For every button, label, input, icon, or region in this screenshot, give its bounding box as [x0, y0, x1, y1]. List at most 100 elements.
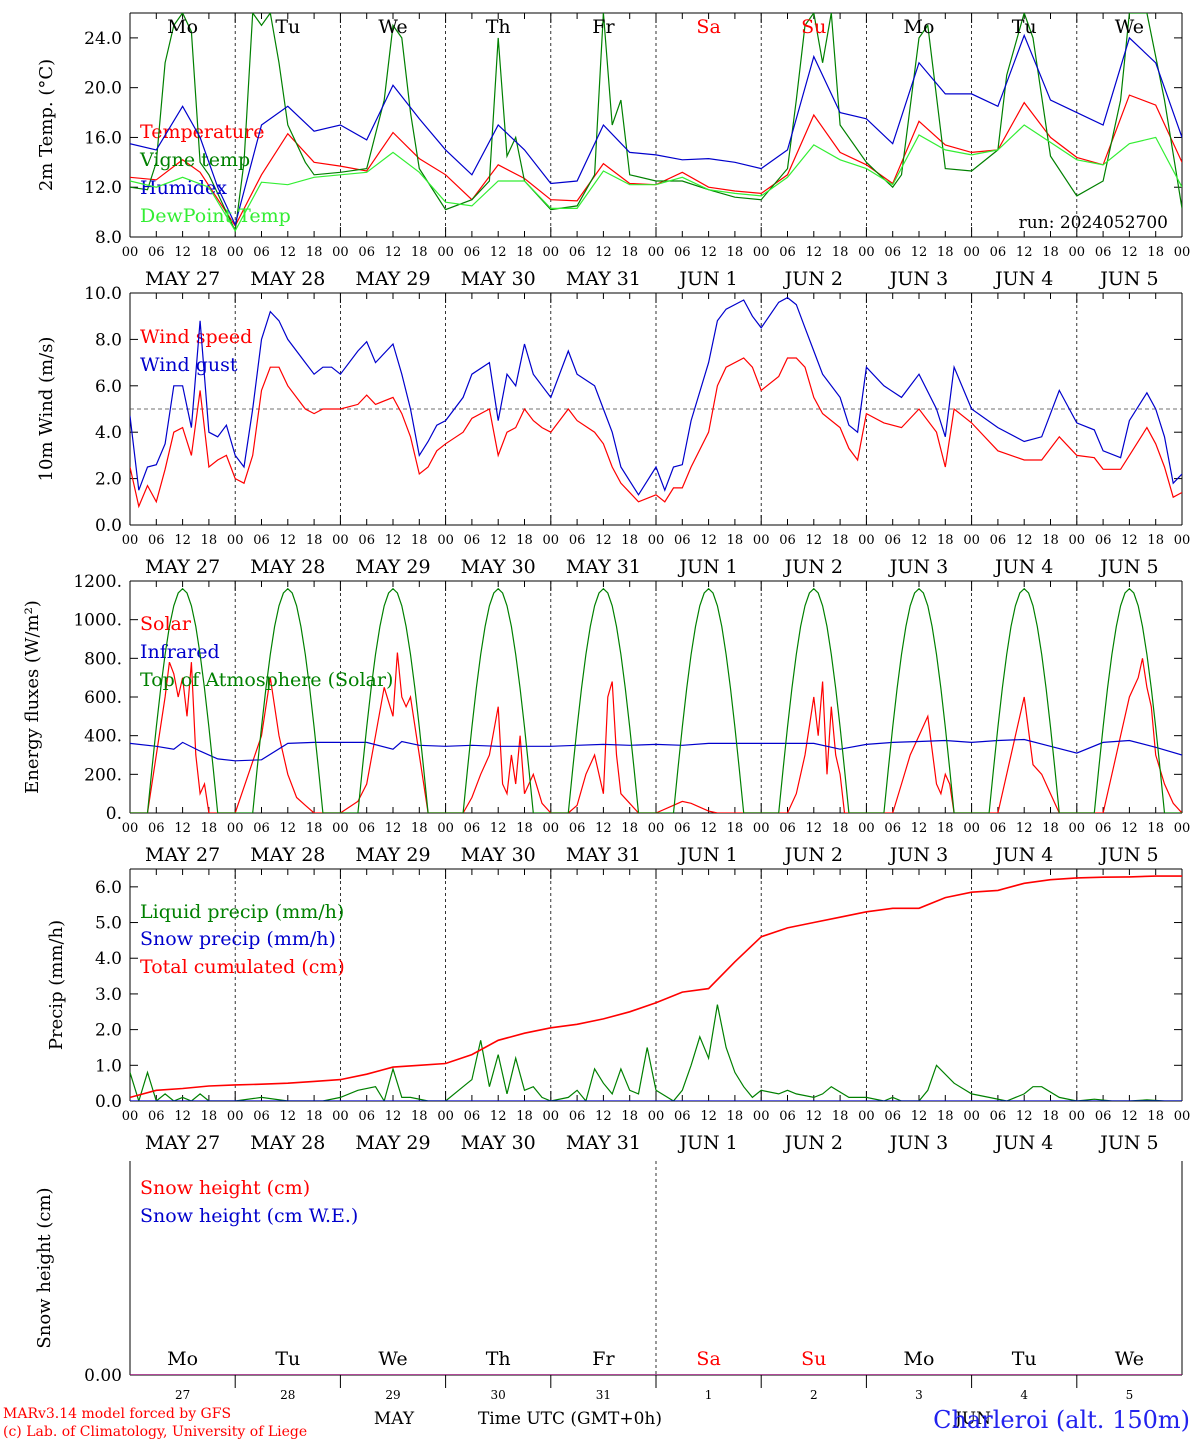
panel-0-hour-label: 18: [306, 245, 323, 260]
panel-2-y-axis-label: Energy fluxes (W/m²): [22, 600, 43, 794]
panel-0-hour-label: 06: [253, 245, 270, 260]
panel-3-day-label: MAY 31: [566, 1132, 641, 1154]
panel-1-hour-label: 18: [516, 533, 533, 548]
panel-0-day-label: JUN 4: [993, 268, 1053, 290]
panel-0-y-axis-label: 2m Temp. (°C): [36, 59, 57, 191]
panel-3-y-tick-label: 4.0: [95, 949, 122, 969]
panel-3-hour-label: 06: [148, 1109, 165, 1124]
panel-2-hour-label: 00: [963, 821, 980, 836]
panel-1-hour-label: 06: [569, 533, 586, 548]
panel-3-day-label: MAY 28: [250, 1132, 325, 1154]
panel-0-hour-label: 18: [832, 245, 849, 260]
panel-0-hour-label: 12: [280, 245, 297, 260]
panel-1-hour-label: 00: [858, 533, 875, 548]
panel-3-hour-label: 18: [411, 1109, 428, 1124]
panel-2-hour-label: 00: [648, 821, 665, 836]
panel-1-hour-label: 00: [963, 533, 980, 548]
panel-3-day-label: JUN 3: [888, 1132, 948, 1154]
panel-0-hour-label: 00: [332, 245, 349, 260]
panel-2-hour-label: 12: [280, 821, 297, 836]
panel-1-day-label: MAY 29: [355, 556, 430, 578]
panel-2-hour-label: 18: [1042, 821, 1059, 836]
panel-0-day-label: JUN 5: [1098, 268, 1158, 290]
panel-3-day-label: JUN 4: [993, 1132, 1053, 1154]
panel-2-hour-label: 12: [490, 821, 507, 836]
panel-1-hour-label: 00: [227, 533, 244, 548]
panel-2-hour-label: 06: [358, 821, 375, 836]
panel-1-y-tick-label: 4.0: [95, 423, 122, 443]
panel-2-y-tick-label: 600.: [84, 688, 122, 708]
top-weekday-label: Sa: [696, 16, 720, 38]
panel-2-hour-label: 00: [437, 821, 454, 836]
panel-2-hour-label: 18: [411, 821, 428, 836]
panel-3-hour-label: 18: [306, 1109, 323, 1124]
panel-1-hour-label: 18: [1042, 533, 1059, 548]
top-weekday-label: Tu: [1012, 16, 1037, 38]
x-axis-month-label-2: JUN: [953, 1409, 991, 1429]
panel-3-legend-1: Snow precip (mm/h): [140, 928, 336, 950]
panel-1-day-label: JUN 1: [677, 556, 737, 578]
panel-3-hour-label: 12: [911, 1109, 928, 1124]
panel-3-hour-label: 00: [963, 1109, 980, 1124]
panel-2-hour-label: 18: [832, 821, 849, 836]
panel-3-day-label: JUN 1: [677, 1132, 737, 1154]
panel-2-hour-label: 06: [884, 821, 901, 836]
panel-0-hour-label: 12: [490, 245, 507, 260]
panel-3-hour-label: 00: [858, 1109, 875, 1124]
panel-2-hour-label: 06: [253, 821, 270, 836]
panel-3-hour-label: 12: [700, 1109, 717, 1124]
top-weekday-label: Fr: [592, 16, 615, 38]
panel-1-hour-label: 00: [1174, 533, 1191, 548]
panel-3-hour-label: 00: [122, 1109, 139, 1124]
snow-weekday-label: We: [1115, 1348, 1144, 1370]
panel-1-legend-0: Wind speed: [140, 326, 252, 348]
panel-3-y-axis-label: Precip (mm/h): [46, 920, 67, 1050]
panel-2-hour-label: 18: [621, 821, 638, 836]
panel-1-hour-label: 00: [543, 533, 560, 548]
panel-1-day-label: MAY 30: [461, 556, 536, 578]
panel-2-hour-label: 18: [201, 821, 218, 836]
snow-weekday-label: Tu: [275, 1348, 300, 1370]
panel-4-y-axis-label: Snow height (cm): [34, 1187, 55, 1348]
snow-weekday-label: Mo: [167, 1348, 198, 1370]
panel-1-hour-label: 00: [437, 533, 454, 548]
panel-3-hour-label: 18: [201, 1109, 218, 1124]
panel-3-hour-label: 12: [385, 1109, 402, 1124]
panel-2-y-tick-label: 0.: [106, 804, 122, 824]
footer-credit-line: (c) Lab. of Climatology, University of L…: [3, 1424, 307, 1440]
panel-1-hour-label: 18: [832, 533, 849, 548]
panel-0-hour-label: 00: [648, 245, 665, 260]
panel-0-hour-label: 18: [201, 245, 218, 260]
top-weekday-label: Tu: [275, 16, 300, 38]
panel-1-y-tick-label: 0.0: [95, 516, 122, 536]
panel-2-hour-label: 12: [911, 821, 928, 836]
panel-3-y-tick-label: 3.0: [95, 985, 122, 1005]
panel-0-hour-label: 00: [753, 245, 770, 260]
panel-2-day-label: MAY 27: [145, 844, 220, 866]
panel-2-hour-label: 18: [727, 821, 744, 836]
panel-1-hour-label: 12: [1121, 533, 1138, 548]
panel-0-hour-label: 06: [990, 245, 1007, 260]
panel-3-y-tick-label: 1.0: [95, 1056, 122, 1076]
panel-3-hour-label: 00: [1069, 1109, 1086, 1124]
panel-2-hour-label: 00: [227, 821, 244, 836]
panel-0-hour-label: 06: [148, 245, 165, 260]
top-weekday-label: Su: [801, 16, 826, 38]
panel-3-hour-label: 00: [332, 1109, 349, 1124]
snow-weekday-label: Su: [801, 1348, 826, 1370]
panel-2-hour-label: 12: [806, 821, 823, 836]
footer-model-line: MARv3.14 model forced by GFS: [3, 1406, 231, 1422]
panel-1-hour-label: 00: [648, 533, 665, 548]
panel-3-hour-label: 06: [990, 1109, 1007, 1124]
panel-2-hour-label: 18: [937, 821, 954, 836]
panel-3-hour-label: 18: [937, 1109, 954, 1124]
panel-3-hour-label: 00: [648, 1109, 665, 1124]
snow-day-number: 1: [705, 1388, 713, 1402]
panel-3-y-tick-label: 2.0: [95, 1021, 122, 1041]
panel-0-series-2-line: [130, 33, 1182, 227]
panel-1-hour-label: 06: [674, 533, 691, 548]
panel-3-hour-label: 00: [543, 1109, 560, 1124]
panel-1-y-tick-label: 8.0: [95, 330, 122, 350]
panel-1-y-axis-label: 10m Wind (m/s): [36, 337, 57, 482]
